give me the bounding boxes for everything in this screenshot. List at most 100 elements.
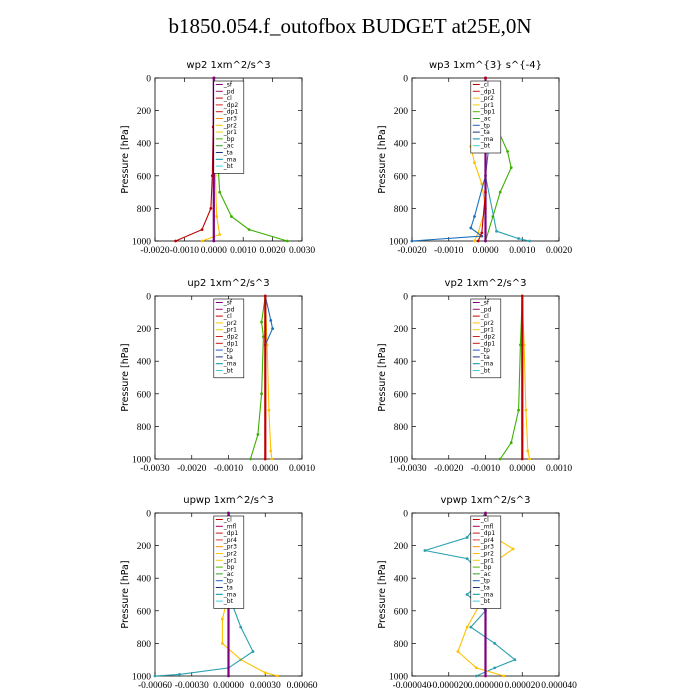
panel-title: up2 1xm^2/s^3 [187,278,269,289]
x-tick-label: -0.0010 [170,246,200,256]
series-point [251,650,255,653]
x-tick-label: -0.0030 [140,464,170,474]
panel-title: wp2 1xm^2/s^3 [186,60,270,71]
legend-entry: _bp [480,564,492,571]
series-point [212,76,216,80]
panel-title: vp2 1xm^2/s^3 [445,278,527,289]
legend-entry: _tp [480,578,490,585]
y-axis-label: Pressure [hPa] [377,343,388,411]
legend-entry: _ta [480,585,490,592]
legend-entry: _pr1 [223,327,237,334]
series-point [528,457,531,461]
legend-entry: _cl [480,313,489,320]
series-point [285,239,289,243]
legend-entry: _tp [223,578,233,585]
legend-entry: _pd [223,306,235,313]
x-tick-label: -0.0010 [434,246,464,256]
y-axis-label: Pressure [hPa] [377,125,388,193]
series-point [247,228,251,231]
series-point [178,672,181,676]
y-tick-label: 600 [394,172,409,182]
legend-entry: _ta [223,150,233,157]
series-point [480,231,484,235]
series-point [200,239,204,243]
legend-entry: _bt [480,143,491,150]
legend-entry: _mfl [480,523,494,530]
series-point [509,441,513,445]
series-point [263,294,267,298]
series-point [215,215,219,218]
x-tick-label: -0.0020 [434,464,464,474]
x-tick-label: 0.0000 [201,246,227,256]
legend-entry: _bt [480,598,491,605]
x-tick-label: -0.00030 [175,681,209,691]
legend-entry: _cl [223,313,232,320]
x-tick-label: 0.00030 [250,681,281,691]
y-tick-label: 200 [394,107,409,117]
y-axis-label: Pressure [hPa] [377,560,388,628]
legend-entry: _pd [223,88,235,95]
legend-entry: _dp1 [223,530,239,537]
y-tick-label: 800 [137,205,152,215]
series-point [493,666,497,670]
legend-entry: _bt [223,368,234,375]
plot-frame [154,77,303,242]
series-point [493,642,497,645]
series-point [423,549,427,552]
series-point [174,239,177,243]
x-tick-label: 0.00000 [213,681,244,691]
y-axis-label: Pressure [hPa] [120,343,131,411]
x-tick-label: 0.000020 [504,681,540,691]
series-point [263,457,267,461]
series-point [270,457,274,461]
series-point [484,76,487,80]
legend-entry: _dp2 [480,334,496,341]
legend-entry: _sf [223,82,233,89]
legend-entry: _pr1 [480,102,494,109]
series-point [153,674,157,678]
legend-entry: _ac [223,143,234,150]
series-point [502,674,506,678]
series-point [212,239,216,243]
legend-entry: _pr2 [223,320,237,327]
series-point [239,625,243,629]
legend-entry: _pr3 [480,544,494,551]
series-point [269,319,273,322]
legend-box [470,515,502,609]
series-point [517,408,520,412]
y-tick-label: 0 [146,75,151,85]
y-tick-label: 0 [403,75,408,85]
series-point [200,228,204,231]
series-point [484,511,487,515]
y-tick-label: 600 [394,607,409,617]
legend-entry: _mfl [223,523,237,530]
legend-entry: _ma [480,136,494,143]
legend-entry: _dp2 [223,102,239,109]
series-point [519,343,522,347]
legend-entry: _pr1 [480,557,494,564]
series-point [511,547,515,551]
y-tick-label: 600 [137,172,152,182]
series-line-ta [424,512,516,677]
legend-entry: _ma [223,361,237,368]
series-point [220,617,224,621]
y-tick-label: 400 [137,358,152,368]
legend-entry: _ta [480,354,490,361]
series-point [267,408,271,412]
legend-entry: _ac [223,571,234,578]
figure-title: b1850.054.f_outofbox BUDGET at25E,0N [168,14,532,38]
series-point [410,239,414,243]
legend-entry: _pr2 [223,551,237,558]
panel-title: upwp 1xm^2/s^3 [183,495,273,506]
legend-entry: _tp [480,122,490,129]
series-point [474,674,478,678]
y-tick-label: 200 [137,325,152,335]
y-tick-label: 400 [394,575,409,585]
x-tick-label: -0.00060 [138,681,172,691]
series-point [218,190,222,194]
legend-entry: _sf [223,300,233,307]
legend-entry: _cl [480,517,489,524]
x-tick-label: 0.0000 [472,246,498,256]
legend-entry: _bt [223,163,234,170]
series-point [269,449,273,453]
